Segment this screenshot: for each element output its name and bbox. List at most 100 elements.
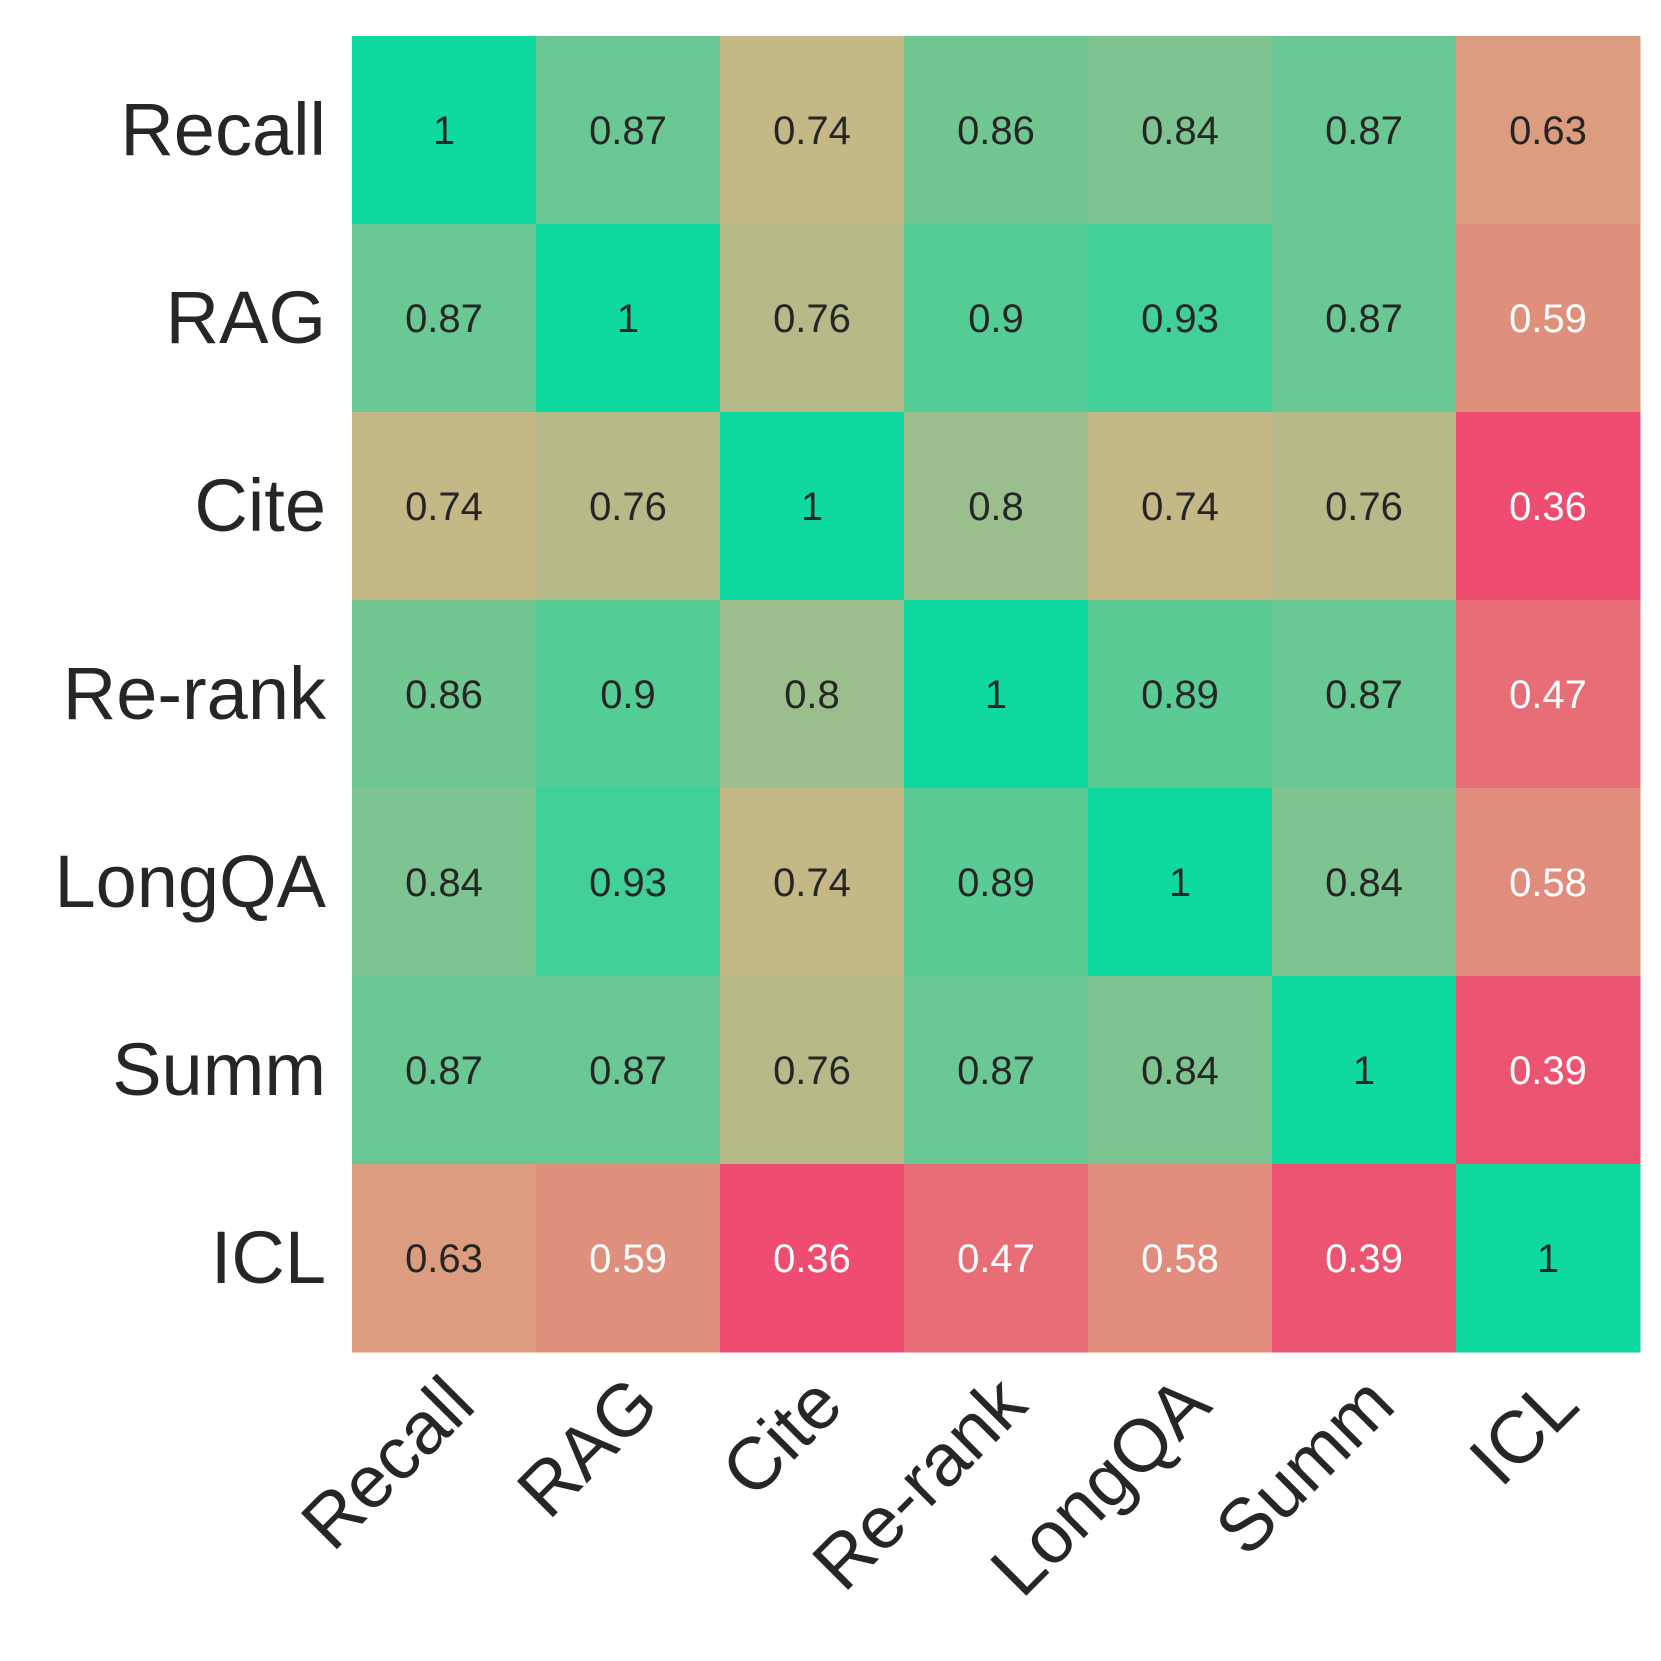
cell-value-label: 0.74	[405, 485, 483, 529]
cell-value-label: 0.87	[1325, 109, 1403, 153]
cell-value-label: 0.36	[773, 1237, 851, 1281]
cell-value-label: 1	[617, 297, 639, 341]
cell-value-label: 0.84	[1141, 109, 1219, 153]
row-tick-label: Re-rank	[63, 652, 327, 735]
heatmap-cell	[720, 1164, 905, 1353]
cell-value-label: 0.76	[589, 485, 667, 529]
cell-value-label: 1	[801, 485, 823, 529]
heatmap-cell	[904, 412, 1089, 601]
cell-value-label: 1	[1169, 861, 1191, 905]
heatmap-cell	[536, 1164, 721, 1353]
heatmap-cell	[1456, 224, 1641, 413]
heatmap-cell	[904, 976, 1089, 1165]
heatmap-cell	[1272, 600, 1457, 789]
heatmap-cell	[904, 788, 1089, 977]
cell-value-label: 0.87	[405, 1049, 483, 1093]
cell-value-label: 0.9	[968, 297, 1024, 341]
heatmap-cell	[904, 224, 1089, 413]
heatmap-cell	[1456, 1164, 1641, 1353]
heatmap-cell	[536, 36, 721, 225]
heatmap-cell	[1088, 600, 1273, 789]
cell-value-label: 0.86	[957, 109, 1035, 153]
cell-value-label: 0.87	[1325, 297, 1403, 341]
heatmap-cell-values: 1 0.87 0.74 0.86 0.84 0.87 0.63 0.87 1 0.76 0.9 0.9…	[405, 109, 1587, 1281]
cell-value-label: 0.84	[1141, 1049, 1219, 1093]
heatmap-cell	[1272, 224, 1457, 413]
heatmap-cell	[904, 1164, 1089, 1353]
heatmap-cell	[352, 788, 537, 977]
heatmap-cell	[720, 976, 905, 1165]
heatmap-cell	[1088, 36, 1273, 225]
cell-value-label: 0.47	[1509, 673, 1587, 717]
heatmap-cell	[720, 36, 905, 225]
heatmap-cell	[720, 224, 905, 413]
heatmap-cell	[536, 412, 721, 601]
cell-value-label: 0.58	[1141, 1237, 1219, 1281]
heatmap-cell	[904, 600, 1089, 789]
row-tick-labels: Recall RAG Cite Re-rank LongQA Summ ICL	[54, 88, 327, 1299]
cell-value-label: 0.87	[589, 109, 667, 153]
heatmap-cell	[536, 224, 721, 413]
cell-value-label: 0.9	[600, 673, 656, 717]
column-tick-label: Recall	[285, 1361, 489, 1565]
heatmap-cell	[1088, 976, 1273, 1165]
cell-value-label: 1	[985, 673, 1007, 717]
heatmap-cell	[720, 412, 905, 601]
heatmap-cell	[1088, 412, 1273, 601]
cell-value-label: 0.8	[968, 485, 1024, 529]
cell-value-label: 0.63	[405, 1237, 483, 1281]
heatmap-cell	[352, 412, 537, 601]
cell-value-label: 0.93	[589, 861, 667, 905]
column-tick-label: Cite	[706, 1361, 858, 1513]
heatmap-cell	[1088, 224, 1273, 413]
heatmap-cell	[1088, 788, 1273, 977]
row-tick-label: LongQA	[54, 840, 326, 923]
cell-value-label: 0.39	[1509, 1049, 1587, 1093]
heatmap-cell	[1272, 976, 1457, 1165]
row-tick-label: RAG	[166, 276, 326, 359]
cell-value-label: 0.36	[1509, 485, 1587, 529]
heatmap-cell	[1272, 412, 1457, 601]
cell-value-label: 0.39	[1325, 1237, 1403, 1281]
row-tick-label: Summ	[112, 1028, 326, 1111]
column-tick-label: ICL	[1453, 1361, 1593, 1501]
cell-value-label: 0.76	[1325, 485, 1403, 529]
cell-value-label: 0.93	[1141, 297, 1219, 341]
heatmap-cell	[904, 36, 1089, 225]
column-tick-label: RAG	[501, 1361, 673, 1533]
heatmap-cell	[536, 976, 721, 1165]
heatmap-cell	[1456, 976, 1641, 1165]
heatmap-cell	[536, 600, 721, 789]
cell-value-label: 0.87	[957, 1049, 1035, 1093]
cell-value-label: 0.8	[784, 673, 840, 717]
heatmap-cell	[536, 788, 721, 977]
heatmap-cell	[352, 1164, 537, 1353]
cell-value-label: 0.76	[773, 297, 851, 341]
cell-value-label: 0.76	[773, 1049, 851, 1093]
cell-value-label: 0.84	[405, 861, 483, 905]
heatmap-cell	[352, 224, 537, 413]
cell-value-label: 0.87	[405, 297, 483, 341]
cell-value-label: 1	[1353, 1049, 1375, 1093]
row-tick-label: Recall	[120, 88, 326, 171]
heatmap-cell	[352, 976, 537, 1165]
cell-value-label: 0.74	[1141, 485, 1219, 529]
heatmap-cell	[1272, 788, 1457, 977]
heatmap-cells	[352, 36, 1641, 1353]
cell-value-label: 0.86	[405, 673, 483, 717]
heatmap-cell	[352, 600, 537, 789]
heatmap-cell	[1456, 412, 1641, 601]
cell-value-label: 0.59	[1509, 297, 1587, 341]
cell-value-label: 0.58	[1509, 861, 1587, 905]
heatmap-cell	[1456, 36, 1641, 225]
cell-value-label: 0.89	[1141, 673, 1219, 717]
heatmap-cell	[1456, 788, 1641, 977]
heatmap-cell	[720, 788, 905, 977]
cell-value-label: 1	[433, 109, 455, 153]
heatmap-cell	[1456, 600, 1641, 789]
cell-value-label: 0.89	[957, 861, 1035, 905]
cell-value-label: 1	[1537, 1237, 1559, 1281]
